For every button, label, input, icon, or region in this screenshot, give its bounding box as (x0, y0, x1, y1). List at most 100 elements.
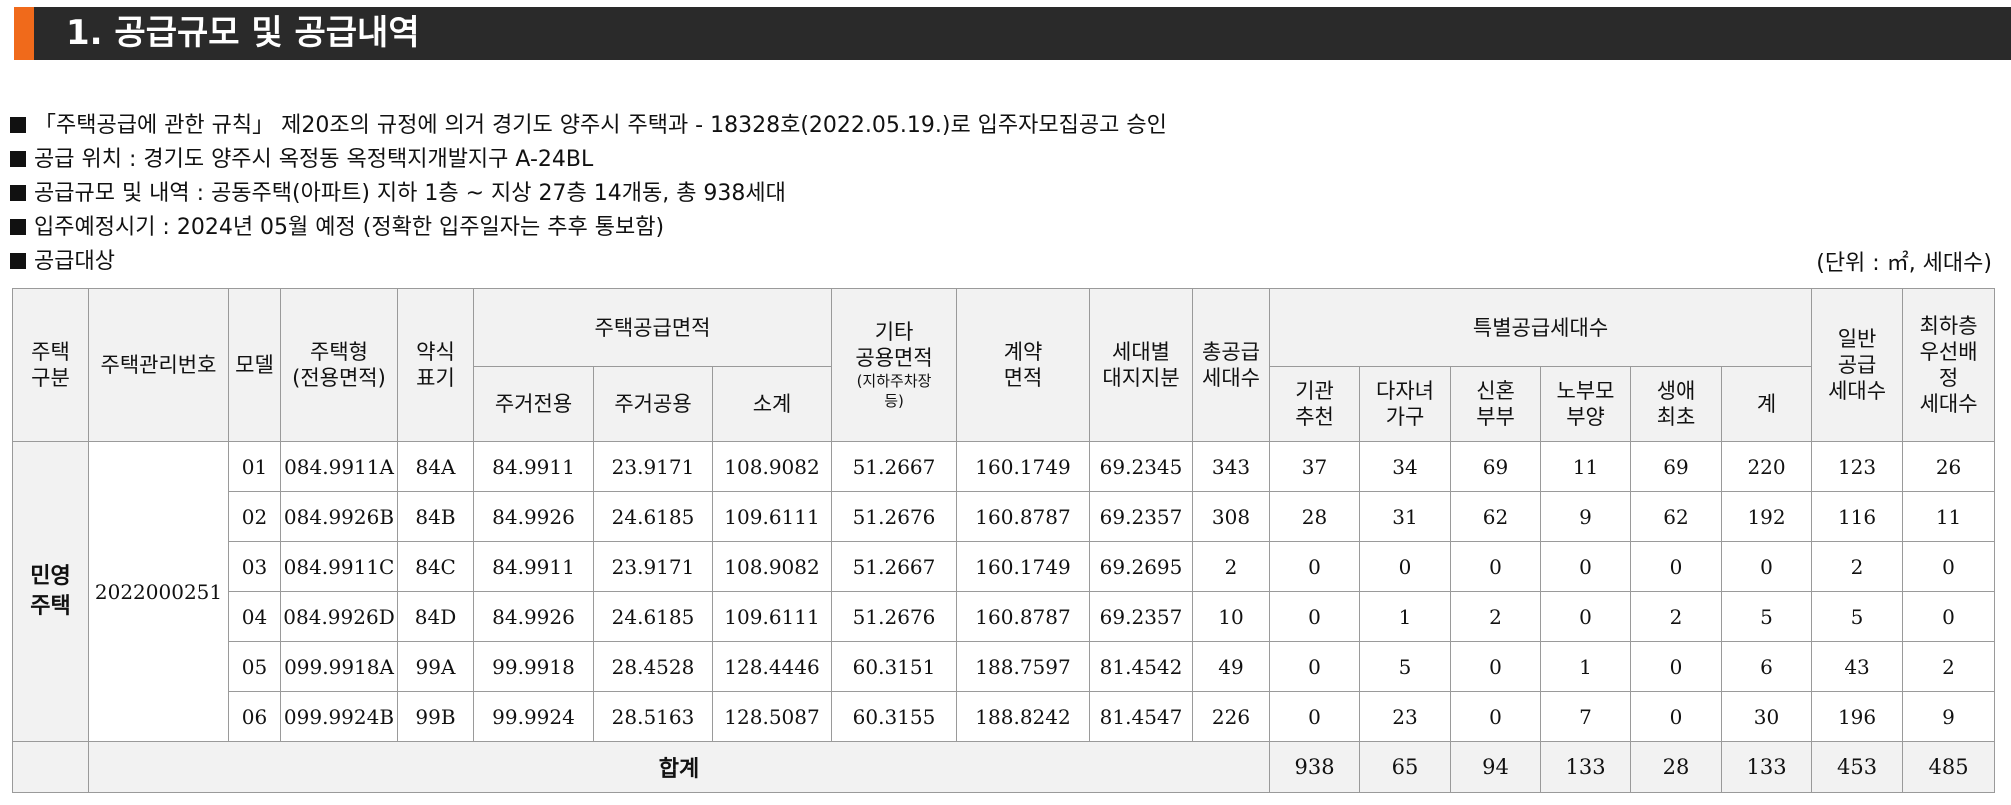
table-cell: 02 (228, 491, 281, 542)
header-row-1: 주택 구분 주택관리번호 모델 주택형 (전용면적) 약식 표기 주택공급면적 … (12, 288, 1996, 442)
table-cell: 37 (1269, 441, 1361, 492)
table-cell: 23 (1359, 691, 1452, 742)
table-cell: 084.9911A (280, 441, 398, 492)
header-other-common: 기타 공용면적 (지하주차장 등) (831, 288, 958, 442)
table-cell: 5 (1811, 591, 1904, 642)
table-cell: 0 (1902, 591, 1996, 642)
table-cell: 69.2357 (1089, 591, 1194, 642)
header-subtotal: 소계 (711, 366, 833, 442)
table-cell: 0 (1359, 541, 1452, 592)
total-cell: 28 (1630, 741, 1723, 793)
table-cell: 60.3151 (831, 641, 958, 692)
table-cell: 084.9911C (280, 541, 398, 592)
table-cell: 34 (1359, 441, 1452, 492)
header-row-2: 주거전용 주거공용 소계 기관 추천 다자녀 가구 신혼 부부 노부모 부양 생… (13, 366, 1995, 442)
table-cell: 5 (1721, 591, 1813, 642)
table-row: 04 084.9926D 84D 84.9926 24.6185 109.611… (13, 591, 1996, 642)
table-cell: 226 (1192, 691, 1271, 742)
table-row: 05 099.9918A 99A 99.9918 28.4528 128.444… (13, 641, 1996, 692)
table-cell: 99B (397, 691, 474, 742)
total-cell: 453 (1811, 741, 1904, 793)
table-cell: 6 (1721, 641, 1813, 692)
table-cell: 04 (228, 591, 281, 642)
table-cell: 099.9924B (280, 691, 398, 742)
table-cell: 343 (1192, 441, 1271, 492)
table-cell: 160.1749 (956, 441, 1091, 492)
table-cell: 23.9171 (593, 541, 713, 592)
table-cell: 0 (1450, 641, 1542, 692)
table-cell: 0 (1450, 691, 1542, 742)
total-row-blank (12, 741, 89, 793)
table-cell: 0 (1540, 541, 1632, 592)
bullet-move-in: 입주예정시기 : 2024년 05월 예정 (정확한 입주일자는 추후 통보함) (10, 211, 1167, 245)
header-total-supply: 총공급 세대수 (1192, 288, 1271, 442)
total-cell: 938 (1269, 741, 1361, 793)
table-cell: 2 (1811, 541, 1904, 592)
total-label: 합계 (87, 741, 1271, 793)
table-cell: 0 (1450, 541, 1542, 592)
table-cell: 43 (1811, 641, 1904, 692)
table-row: 02 084.9926B 84B 84.9926 24.6185 109.611… (13, 491, 1996, 542)
table-cell: 9 (1540, 491, 1632, 542)
table-cell: 128.4446 (711, 641, 833, 692)
table-cell: 01 (228, 441, 281, 492)
bullet-scale: 공급규모 및 내역 : 공동주택(아파트) 지하 1층 ~ 지상 27층 14개… (10, 177, 1167, 211)
table-cell: 31 (1359, 491, 1452, 542)
table-cell: 84A (397, 441, 474, 492)
table-row: 민영 주택 2022000251 01 084.9911A 84A 84.991… (12, 441, 1996, 742)
table-cell: 51.2667 (831, 541, 958, 592)
table-cell: 109.6111 (711, 491, 833, 542)
table-cell: 62 (1630, 491, 1723, 542)
table-cell: 60.3155 (831, 691, 958, 742)
table-cell: 0 (1269, 691, 1361, 742)
total-cell: 133 (1540, 741, 1632, 793)
table-cell: 24.6185 (593, 591, 713, 642)
table-cell: 109.6111 (711, 591, 833, 642)
table-cell: 49 (1192, 641, 1271, 692)
table-cell: 2 (1192, 541, 1271, 592)
table-cell: 99.9924 (473, 691, 594, 742)
header-first-life: 생애 최초 (1630, 366, 1723, 442)
bullet-location: 공급 위치 : 경기도 양주시 옥정동 옥정택지개발지구 A-24BL (10, 143, 1167, 177)
table-cell: 05 (228, 641, 281, 692)
header-contract-area: 계약 면적 (956, 288, 1091, 442)
table-cell: 108.9082 (711, 441, 833, 492)
total-cell: 65 (1359, 741, 1452, 793)
table-cell: 1 (1540, 641, 1632, 692)
total-row: 합계 938 65 94 133 28 133 453 485 48 (12, 741, 1996, 793)
supply-table: 주택 구분 주택관리번호 모델 주택형 (전용면적) 약식 표기 주택공급면적 … (12, 288, 1996, 793)
table-cell: 0 (1630, 641, 1723, 692)
table-cell: 69.2357 (1089, 491, 1194, 542)
mgmt-no-cell: 2022000251 (88, 441, 229, 742)
table-cell: 84.9926 (473, 491, 594, 542)
table-cell: 188.8242 (956, 691, 1091, 742)
table-cell: 0 (1269, 641, 1361, 692)
table-cell: 084.9926B (280, 491, 398, 542)
table-cell: 308 (1192, 491, 1271, 542)
table-cell: 23.9171 (593, 441, 713, 492)
table-cell: 11 (1902, 491, 1996, 542)
header-accent-bar (14, 7, 34, 60)
table-cell: 108.9082 (711, 541, 833, 592)
table-cell: 69.2345 (1089, 441, 1194, 492)
table-cell: 28.5163 (593, 691, 713, 742)
table-cell: 06 (228, 691, 281, 742)
table-cell: 51.2667 (831, 441, 958, 492)
square-bullet-icon (10, 185, 26, 201)
table-cell: 03 (228, 541, 281, 592)
table-cell: 7 (1540, 691, 1632, 742)
header-newlywed: 신혼 부부 (1450, 366, 1542, 442)
unit-note: (단위 : ㎡, 세대수) (1816, 251, 1992, 276)
header-house-type: 주택형 (전용면적) (280, 288, 398, 442)
table-cell: 160.1749 (956, 541, 1091, 592)
table-cell: 0 (1630, 541, 1723, 592)
header-mgmt-no: 주택관리번호 (88, 288, 229, 442)
table-cell: 5 (1359, 641, 1452, 692)
table-cell: 9 (1902, 691, 1996, 742)
table-cell: 51.2676 (831, 491, 958, 542)
table-cell: 1 (1359, 591, 1452, 642)
table-cell: 0 (1721, 541, 1813, 592)
table-cell: 30 (1721, 691, 1813, 742)
table-cell: 99A (397, 641, 474, 692)
table-cell: 116 (1811, 491, 1904, 542)
